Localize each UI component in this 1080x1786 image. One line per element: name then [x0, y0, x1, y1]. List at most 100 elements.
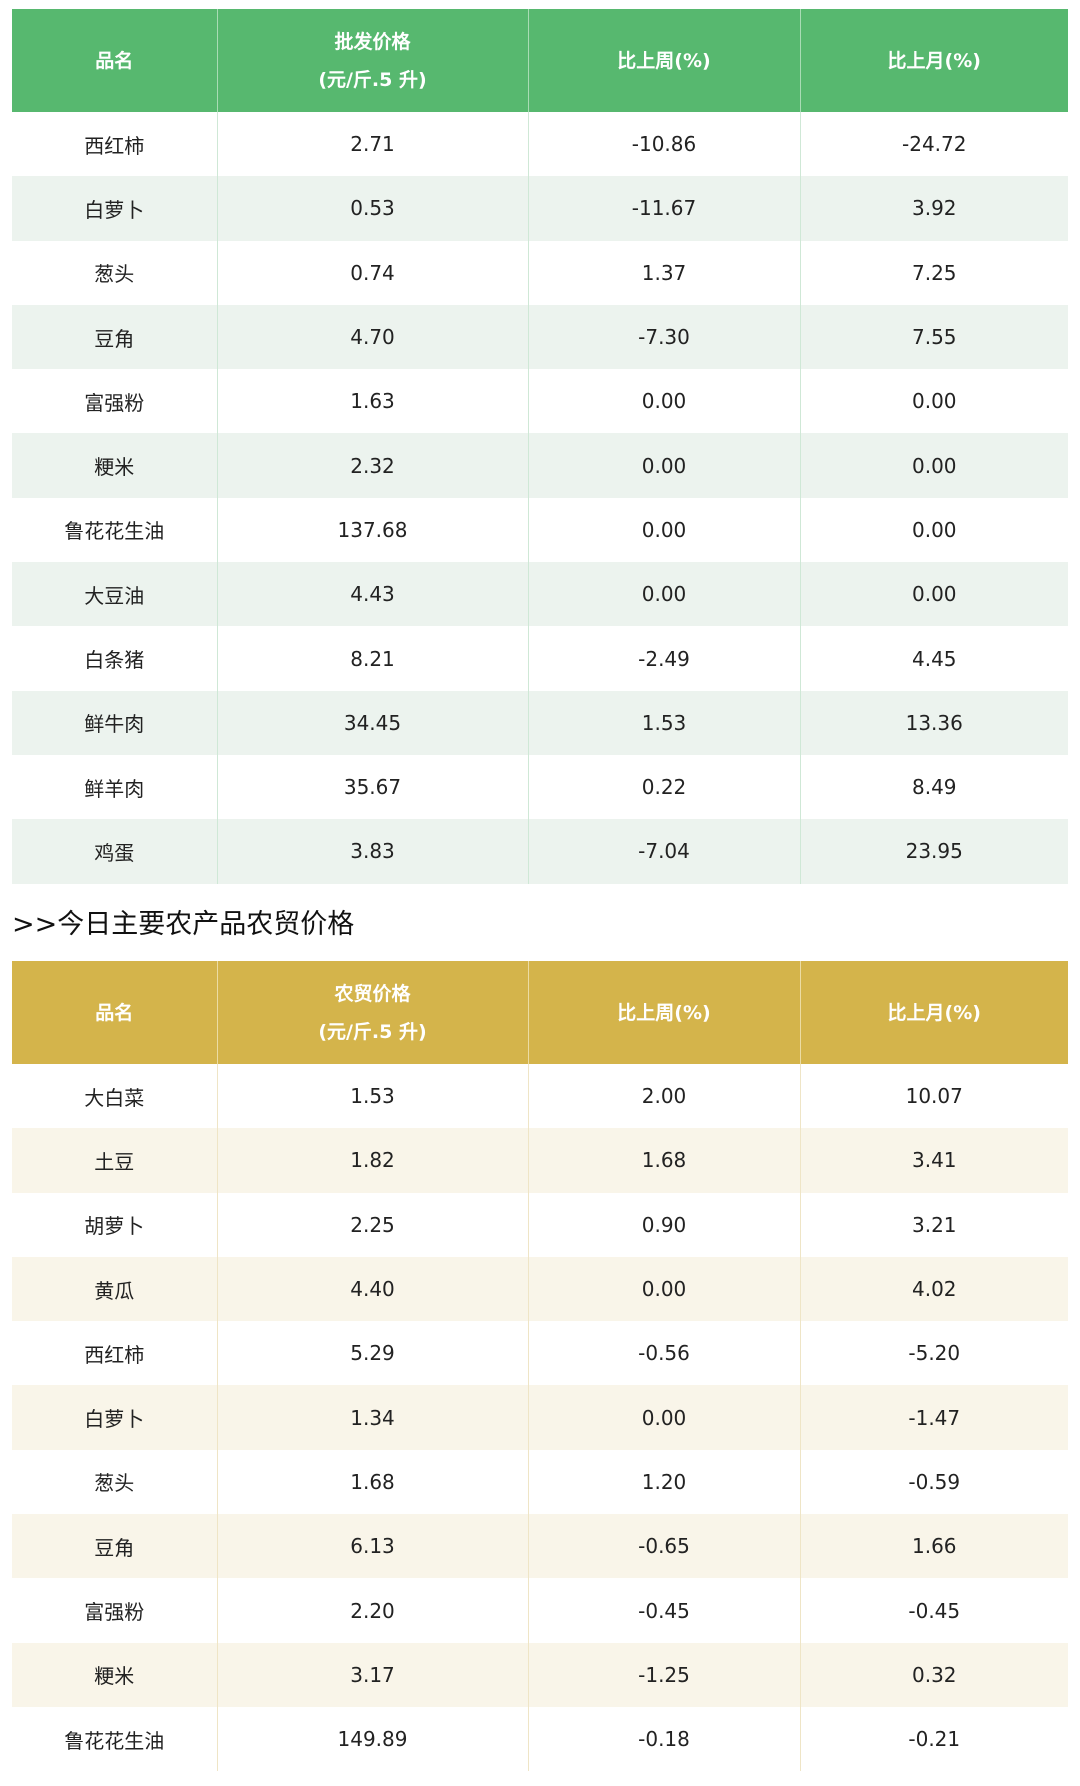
header-price: 批发价格 (元/斤.5 升) [216, 9, 528, 112]
table-row: 豆角 6.13 -0.65 1.66 [12, 1514, 1068, 1579]
retail-price-table: 品名 农贸价格 (元/斤.5 升) 比上周(%) 比上月(%) 大白菜 1.53 2.… [12, 961, 1068, 1772]
table-row: 粳米 3.17 -1.25 0.32 [12, 1642, 1068, 1707]
week-change: -7.04 [527, 819, 800, 884]
week-change: 1.20 [527, 1449, 800, 1515]
product-name: 粳米 [12, 433, 217, 498]
header-week-change: 比上周(%) [527, 9, 800, 112]
week-change: -0.18 [527, 1706, 800, 1772]
week-change: 0.90 [527, 1192, 800, 1257]
product-name: 胡萝卜 [84, 1214, 145, 1239]
month-change: 4.45 [799, 626, 1068, 691]
product-name: 豆角 [12, 304, 217, 370]
month-change: 23.95 [799, 819, 1068, 884]
price: 5.29 [216, 1321, 528, 1386]
price: 0.74 [216, 240, 528, 305]
product-name: 西红柿 [84, 1342, 145, 1367]
month-change: 3.21 [799, 1192, 1068, 1257]
header-month-change: 比上月(%) [799, 961, 1068, 1064]
month-change: -24.72 [799, 112, 1068, 177]
product-name: 鲜牛肉 [12, 690, 217, 755]
week-change: 1.53 [527, 690, 800, 755]
month-change: 7.25 [799, 240, 1068, 305]
product-name: 白条猪 [84, 648, 145, 673]
header-name: 品名 [12, 961, 217, 1064]
price: 1.82 [216, 1128, 528, 1193]
week-change: -0.65 [527, 1514, 800, 1579]
month-change: 0.00 [799, 369, 1068, 434]
product-name: 鲜羊肉 [84, 776, 145, 801]
price: 1.34 [216, 1385, 528, 1450]
month-change: 8.49 [799, 754, 1068, 820]
week-change: 0.00 [527, 433, 800, 498]
table-row: 白萝卜 0.53 -11.67 3.92 [12, 176, 1068, 241]
month-change: 0.00 [799, 562, 1068, 627]
header-month-change: 比上月(%) [799, 9, 1068, 112]
header-name: 品名 [12, 9, 217, 112]
table-row: 大豆油 4.43 0.00 0.00 [12, 562, 1068, 627]
month-change: -0.59 [799, 1449, 1068, 1515]
product-name: 土豆 [12, 1128, 217, 1193]
table-row: 富强粉 2.20 -0.45 -0.45 [12, 1578, 1068, 1643]
month-change: 4.02 [799, 1256, 1068, 1322]
price: 2.25 [216, 1192, 528, 1257]
product-name: 豆角 [12, 1514, 217, 1579]
wholesale-price-table: 品名 批发价格 (元/斤.5 升) 比上周(%) 比上月(%) 西红柿 2.71 -1… [12, 9, 1068, 884]
product-name: 葱头 [94, 262, 135, 287]
price: 1.68 [216, 1449, 528, 1515]
price: 4.43 [216, 562, 528, 627]
price: 1.63 [216, 369, 528, 434]
price: 4.40 [216, 1256, 528, 1322]
table-row: 大白菜 1.53 2.00 10.07 [12, 1064, 1068, 1129]
month-change: -0.45 [799, 1578, 1068, 1643]
price: 34.45 [216, 690, 528, 755]
table-row: 葱头 1.68 1.20 -0.59 [12, 1449, 1068, 1515]
header-week-change: 比上周(%) [527, 961, 800, 1064]
table-row: 鲜牛肉 34.45 1.53 13.36 [12, 690, 1068, 755]
week-change: -0.45 [527, 1578, 800, 1643]
price: 137.68 [216, 497, 528, 563]
week-change: 0.00 [527, 497, 800, 563]
week-change: -1.25 [527, 1642, 800, 1707]
table-row: 鸡蛋 3.83 -7.04 23.95 [12, 819, 1068, 884]
table-row: 粳米 2.32 0.00 0.00 [12, 433, 1068, 498]
week-change: 0.00 [527, 562, 800, 627]
table-row: 黄瓜 4.40 0.00 4.02 [12, 1256, 1068, 1322]
month-change: 3.41 [799, 1128, 1068, 1193]
price: 4.70 [216, 304, 528, 370]
week-change: 1.37 [527, 240, 800, 305]
month-change: -5.20 [799, 1321, 1068, 1386]
product-name: 黄瓜 [12, 1256, 217, 1322]
table-row: 豆角 4.70 -7.30 7.55 [12, 304, 1068, 370]
price: 3.17 [216, 1642, 528, 1707]
week-change: 0.00 [527, 369, 800, 434]
month-change: 1.66 [799, 1514, 1068, 1579]
product-name: 大豆油 [12, 562, 217, 627]
month-change: 13.36 [799, 690, 1068, 755]
product-name: 富强粉 [84, 1600, 145, 1625]
product-name: 鲁花花生油 [64, 519, 165, 544]
table-header-row: 品名 农贸价格 (元/斤.5 升) 比上周(%) 比上月(%) [12, 961, 1068, 1064]
product-name: 富强粉 [84, 390, 145, 415]
table-row: 富强粉 1.63 0.00 0.00 [12, 369, 1068, 434]
price: 2.20 [216, 1578, 528, 1643]
price: 8.21 [216, 626, 528, 691]
product-name: 鲁花花生油 [64, 1728, 165, 1753]
week-change: 2.00 [527, 1064, 800, 1129]
header-price: 农贸价格 (元/斤.5 升) [216, 961, 528, 1064]
price: 3.83 [216, 819, 528, 884]
product-name: 西红柿 [84, 133, 145, 158]
week-change: 0.22 [527, 754, 800, 820]
week-change: -11.67 [527, 176, 800, 241]
product-name: 白萝卜 [12, 176, 217, 241]
week-change: -0.56 [527, 1321, 800, 1386]
week-change: -2.49 [527, 626, 800, 691]
table-row: 鲜羊肉 35.67 0.22 8.49 [12, 754, 1068, 820]
month-change: -1.47 [799, 1385, 1068, 1450]
month-change: 0.32 [799, 1642, 1068, 1707]
month-change: -0.21 [799, 1706, 1068, 1772]
week-change: -10.86 [527, 112, 800, 177]
product-name: 葱头 [94, 1471, 135, 1496]
month-change: 0.00 [799, 497, 1068, 563]
table-row: 鲁花花生油 137.68 0.00 0.00 [12, 497, 1068, 563]
product-name: 白萝卜 [12, 1385, 217, 1450]
